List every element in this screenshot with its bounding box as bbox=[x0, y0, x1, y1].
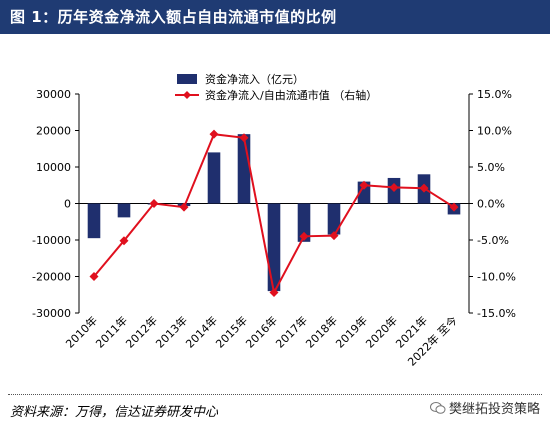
ratio-point bbox=[89, 272, 99, 281]
left-tick-label: 10000 bbox=[36, 161, 71, 174]
right-tick-label: -5.0% bbox=[477, 234, 509, 247]
watermark: 樊继拓投资策略 bbox=[429, 398, 540, 417]
ratio-point bbox=[209, 129, 219, 139]
bar bbox=[297, 203, 311, 242]
left-tick-label: -30000 bbox=[32, 307, 71, 320]
left-tick-label: -20000 bbox=[32, 271, 71, 284]
x-tick-label: 2019年 bbox=[333, 313, 370, 350]
ratio-point bbox=[179, 202, 189, 212]
x-tick-label: 2017年 bbox=[273, 313, 310, 350]
bar bbox=[237, 134, 251, 204]
legend-bar-swatch bbox=[177, 74, 197, 84]
left-tick-label: 0 bbox=[64, 198, 71, 211]
right-tick-label: 15.0% bbox=[477, 88, 512, 101]
source-note: 资料来源：万得，信达证券研发中心 bbox=[10, 405, 219, 420]
legend-line-label: 资金净流入/自由流通市值 （右轴） bbox=[205, 88, 377, 102]
ratio-point bbox=[329, 231, 339, 241]
left-tick-label: 20000 bbox=[36, 125, 71, 138]
x-tick-label: 2016年 bbox=[243, 313, 280, 350]
x-tick-label: 2015年 bbox=[213, 313, 250, 350]
ratio-point bbox=[389, 182, 399, 192]
x-tick-label: 2012年 bbox=[123, 313, 160, 350]
chart-title: 图 1：历年资金净流入额占自由流通市值的比例 bbox=[10, 8, 337, 26]
bar bbox=[117, 203, 131, 218]
x-tick-label: 2014年 bbox=[183, 313, 220, 350]
right-tick-label: -10.0% bbox=[477, 271, 516, 284]
wechat-icon bbox=[429, 402, 446, 414]
x-tick-label: 2018年 bbox=[303, 313, 340, 350]
left-tick-label: 30000 bbox=[36, 88, 71, 101]
ratio-point bbox=[239, 133, 249, 143]
x-tick-label: 2013年 bbox=[153, 313, 190, 350]
ratio-point bbox=[449, 202, 459, 212]
ratio-point bbox=[419, 183, 429, 193]
bar bbox=[267, 203, 281, 292]
ratio-point bbox=[299, 231, 309, 241]
right-tick-label: 0.0% bbox=[477, 198, 505, 211]
ratio-point bbox=[149, 199, 159, 208]
bar bbox=[207, 152, 221, 204]
left-tick-label: -10000 bbox=[32, 234, 71, 247]
legend-line-marker bbox=[183, 91, 191, 99]
ratio-point bbox=[269, 288, 279, 298]
bar bbox=[357, 181, 371, 204]
chart: 30000 20000 10000 0 -10000 -20000 -30000 15.0% 1… bbox=[32, 72, 516, 369]
bar bbox=[87, 203, 101, 239]
x-tick-label: 2011年 bbox=[93, 313, 130, 350]
right-tick-label: 5.0% bbox=[477, 161, 505, 174]
watermark-text: 樊继拓投资策略 bbox=[448, 402, 540, 417]
right-tick-label: -15.0% bbox=[477, 307, 516, 320]
legend-bar-label: 资金净流入（亿元） bbox=[205, 72, 304, 86]
footer-divider bbox=[8, 394, 542, 395]
title-bar: 图 1：历年资金净流入额占自由流通市值的比例 bbox=[0, 0, 550, 34]
ratio-point bbox=[119, 236, 129, 246]
bar bbox=[327, 203, 341, 235]
ratio-point bbox=[359, 180, 369, 190]
x-tick-label: 2020年 bbox=[363, 313, 400, 350]
right-tick-label: 10.0% bbox=[477, 125, 512, 138]
